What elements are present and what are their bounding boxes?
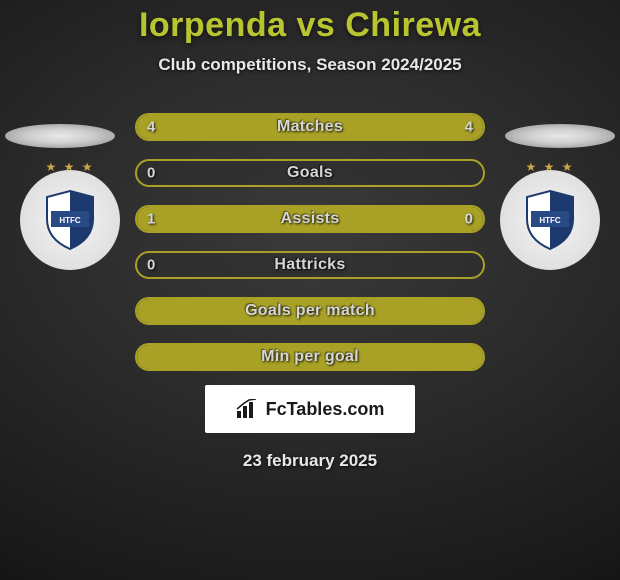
stat-label: Goals per match [245, 302, 375, 320]
shadow-oval-right [505, 124, 615, 148]
bar-chart-icon [236, 399, 260, 419]
stat-value-right: 4 [465, 119, 473, 136]
stat-label: Min per goal [261, 348, 359, 366]
stat-value-left: 0 [147, 257, 155, 274]
stat-fill-right [421, 207, 483, 231]
crest-stars-icon: ★ ★ ★ [46, 160, 95, 174]
stat-value-left: 4 [147, 119, 155, 136]
player-left-crest: ★ ★ ★ HTFC [20, 170, 120, 270]
stat-label: Hattricks [274, 256, 345, 274]
stat-label: Matches [277, 118, 343, 136]
stat-row: 1 0 Assists [135, 205, 485, 233]
stat-row: 0 Hattricks [135, 251, 485, 279]
stat-label: Assists [280, 210, 339, 228]
stat-label: Goals [287, 164, 333, 182]
stat-row: 0 Goals [135, 159, 485, 187]
stat-value-left: 0 [147, 165, 155, 182]
stats-container: 4 4 Matches 0 Goals 1 0 Assists 0 Hattricks Goals … [135, 113, 485, 371]
shadow-oval-left [5, 124, 115, 148]
page-title: Iorpenda vs Chirewa [139, 6, 481, 45]
stat-value-right: 0 [465, 211, 473, 228]
source-logo: FcTables.com [205, 385, 415, 433]
stat-value-left: 1 [147, 211, 155, 228]
shield-icon: HTFC [43, 189, 97, 251]
logo-text: FcTables.com [266, 399, 385, 420]
date-text: 23 february 2025 [243, 451, 377, 471]
stat-row: Goals per match [135, 297, 485, 325]
comparison-card: Iorpenda vs Chirewa Club competitions, S… [0, 0, 620, 580]
subtitle: Club competitions, Season 2024/2025 [158, 55, 461, 75]
crest-stars-icon: ★ ★ ★ [526, 160, 575, 174]
player-right-crest: ★ ★ ★ HTFC [500, 170, 600, 270]
svg-text:HTFC: HTFC [539, 216, 561, 225]
stat-fill-left [137, 207, 421, 231]
shield-icon: HTFC [523, 189, 577, 251]
stat-row: 4 4 Matches [135, 113, 485, 141]
svg-text:HTFC: HTFC [59, 216, 81, 225]
stat-row: Min per goal [135, 343, 485, 371]
